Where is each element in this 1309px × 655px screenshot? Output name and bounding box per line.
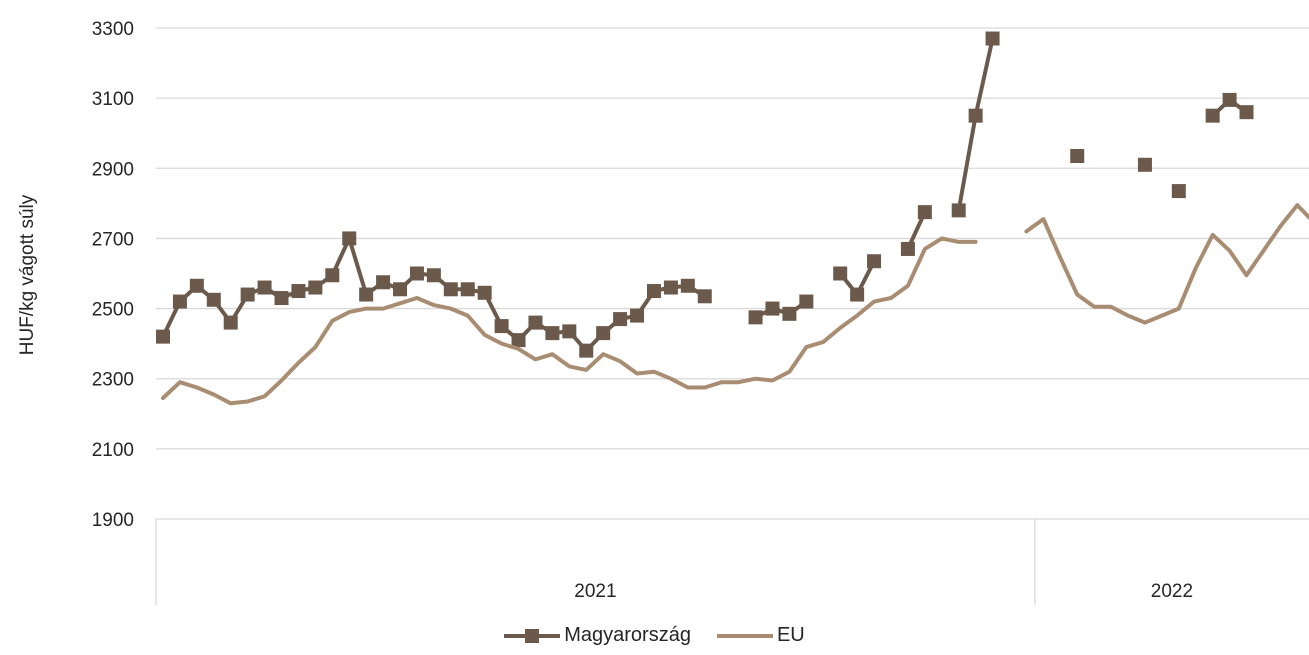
data-point <box>562 324 577 339</box>
data-point <box>1205 108 1220 123</box>
data-point <box>426 268 441 283</box>
legend-swatch-eu <box>716 626 773 646</box>
data-point <box>680 278 695 293</box>
data-point <box>579 343 594 358</box>
y-tick-label: 3100 <box>92 89 134 110</box>
y-tick-label: 3300 <box>92 19 134 40</box>
data-point <box>460 282 475 297</box>
y-tick-label: 2700 <box>92 229 134 250</box>
legend-swatch-magyarorszag <box>504 626 561 646</box>
data-point <box>646 284 661 299</box>
x-group-label: 2022 <box>1151 581 1193 602</box>
legend-item-eu: EU <box>716 624 805 647</box>
data-point <box>240 287 255 302</box>
data-point <box>867 254 882 269</box>
series-magyarorszag <box>156 31 1254 358</box>
y-tick-label: 1900 <box>92 510 134 531</box>
data-point <box>511 333 526 348</box>
data-point <box>917 205 932 220</box>
data-point <box>342 231 357 246</box>
series-line <box>956 36 995 213</box>
legend-line <box>716 633 773 638</box>
y-tick-label: 2500 <box>92 300 134 321</box>
data-point <box>409 266 424 281</box>
data-point <box>850 287 865 302</box>
data-point <box>376 275 391 290</box>
series-eu <box>161 203 1309 406</box>
data-point <box>748 310 763 325</box>
data-point <box>156 329 170 344</box>
y-tick-label: 2900 <box>92 159 134 180</box>
y-tick-label: 2100 <box>92 440 134 461</box>
data-point <box>663 280 678 295</box>
data-point <box>308 280 323 295</box>
data-point <box>257 280 272 295</box>
data-point <box>223 315 238 330</box>
data-point <box>985 31 1000 46</box>
data-point <box>697 289 712 304</box>
data-point <box>1239 105 1254 120</box>
y-axis-label: HUF/kg vágott súly <box>17 194 38 355</box>
square-marker-icon <box>525 628 540 643</box>
legend-label-magyarorszag: Magyarország <box>564 624 691 646</box>
data-point <box>189 278 204 293</box>
data-point <box>765 301 780 316</box>
data-point <box>206 292 221 307</box>
data-point <box>630 308 645 323</box>
data-point <box>968 108 983 123</box>
x-axis: 2021 2022 <box>155 519 1193 605</box>
legend-item-magyarorszag: Magyarország <box>504 624 691 647</box>
data-point <box>799 294 814 309</box>
y-tick-label: 2300 <box>92 370 134 391</box>
data-point <box>782 306 797 321</box>
data-point <box>1171 184 1186 199</box>
data-point <box>274 291 289 306</box>
y-axis-ticks: 1900 2100 2300 2500 2700 2900 3100 3300 <box>92 19 134 531</box>
series-line <box>753 299 809 320</box>
data-point <box>1070 149 1085 164</box>
data-point <box>545 326 560 341</box>
series-layer <box>156 31 1309 406</box>
data-point <box>528 315 543 330</box>
data-point <box>951 203 966 218</box>
data-point <box>1137 157 1152 172</box>
data-point <box>613 312 628 327</box>
data-point <box>833 266 848 281</box>
data-point <box>477 285 492 300</box>
series-line <box>161 236 978 406</box>
legend: Magyarország EU <box>0 624 1309 647</box>
data-point <box>172 294 187 309</box>
data-point <box>443 282 458 297</box>
data-point <box>900 241 915 256</box>
data-point <box>359 287 374 302</box>
data-point <box>494 319 509 334</box>
legend-label-eu: EU <box>776 624 805 646</box>
data-point <box>1222 92 1237 107</box>
series-line <box>1024 203 1309 325</box>
x-group-label: 2021 <box>574 581 616 602</box>
data-point <box>596 326 611 341</box>
data-point <box>393 282 408 297</box>
data-point <box>325 268 340 283</box>
data-point <box>291 284 306 299</box>
